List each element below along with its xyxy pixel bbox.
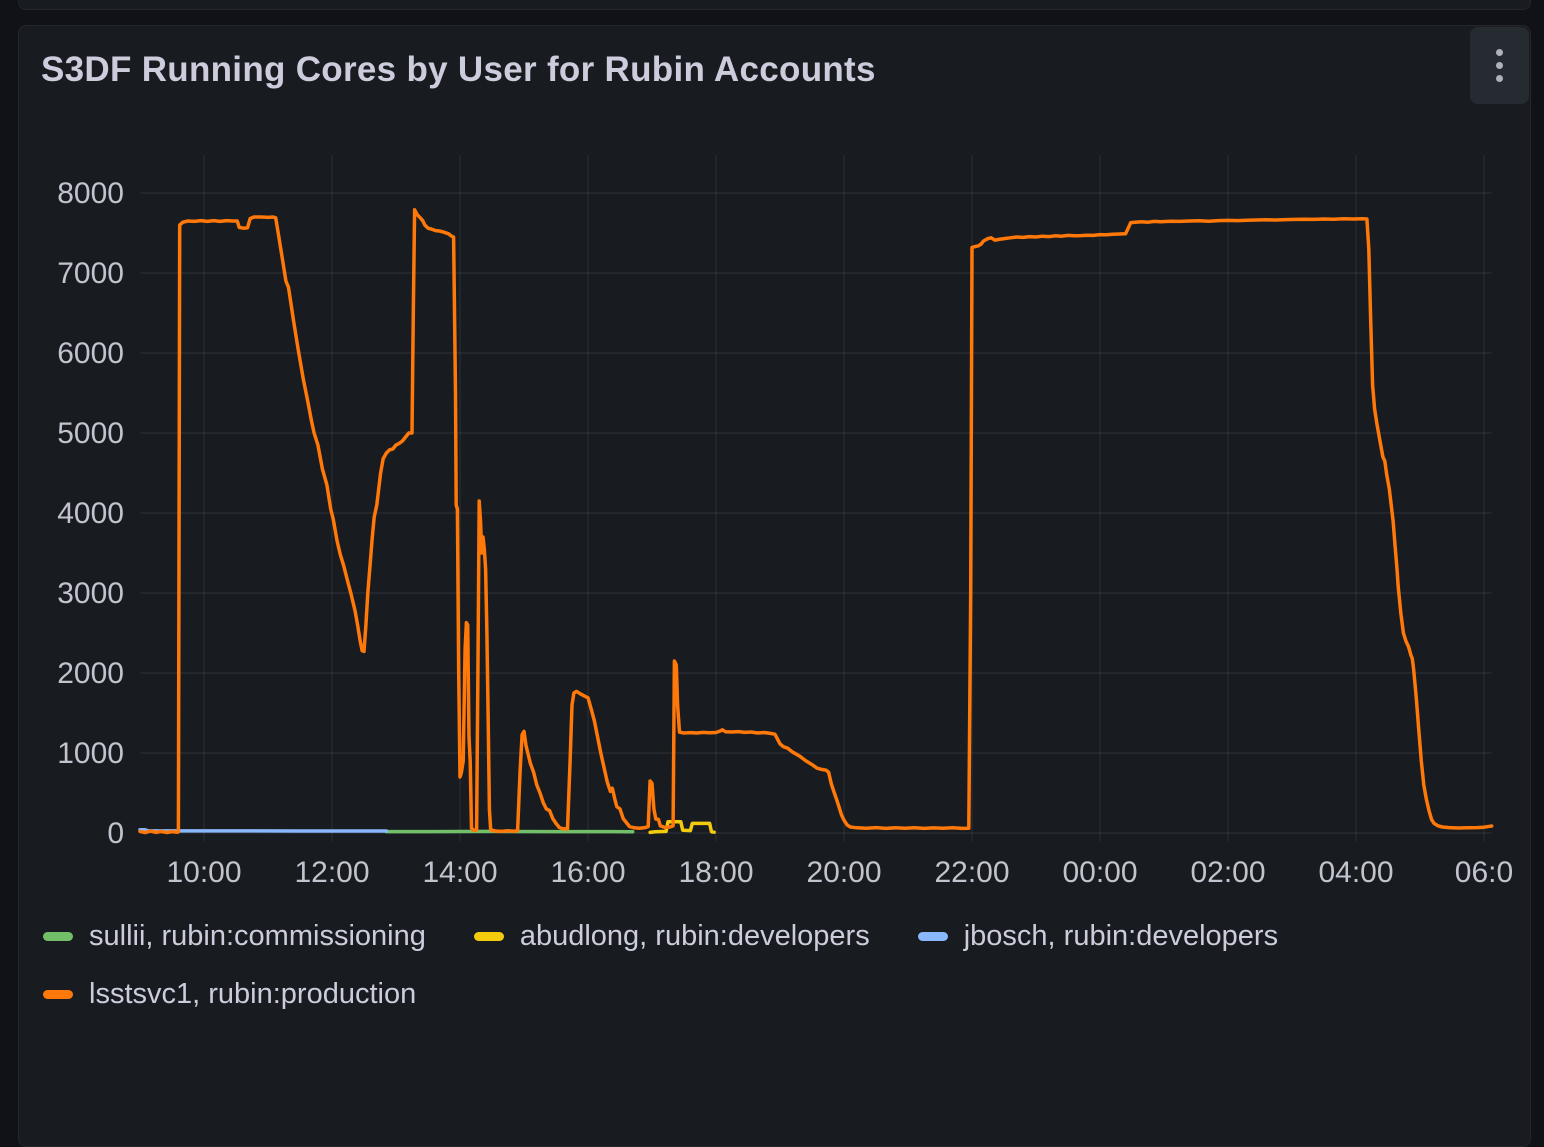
kebab-menu-icon [1496, 62, 1503, 69]
legend-swatch-icon [43, 932, 73, 941]
legend-item-abudlong[interactable]: abudlong, rubin:developers [474, 919, 870, 953]
grafana-dashboard: { "panel": { "title": "S3DF Running Core… [0, 0, 1544, 1050]
legend-item-jbosch[interactable]: jbosch, rubin:developers [918, 919, 1278, 953]
panel-title[interactable]: S3DF Running Cores by User for Rubin Acc… [41, 50, 876, 90]
kebab-menu-icon [1496, 75, 1503, 82]
legend-swatch-icon [474, 932, 504, 941]
legend-label: abudlong, rubin:developers [520, 920, 870, 953]
panel-menu-button[interactable] [1470, 27, 1529, 104]
chart-legend: sullii, rubin:commissioning abudlong, rub… [43, 919, 1503, 1011]
legend-label: lsstsvc1, rubin:production [89, 978, 416, 1011]
legend-swatch-icon [43, 990, 73, 999]
legend-label: sullii, rubin:commissioning [89, 920, 426, 953]
legend-label: jbosch, rubin:developers [964, 920, 1278, 953]
chart-panel: S3DF Running Cores by User for Rubin Acc… [18, 25, 1531, 1147]
legend-swatch-icon [918, 932, 948, 941]
legend-item-lsstsvc1[interactable]: lsstsvc1, rubin:production [43, 977, 416, 1011]
previous-panel-edge [18, 0, 1531, 10]
legend-item-sullii[interactable]: sullii, rubin:commissioning [43, 919, 426, 953]
kebab-menu-icon [1496, 49, 1503, 56]
